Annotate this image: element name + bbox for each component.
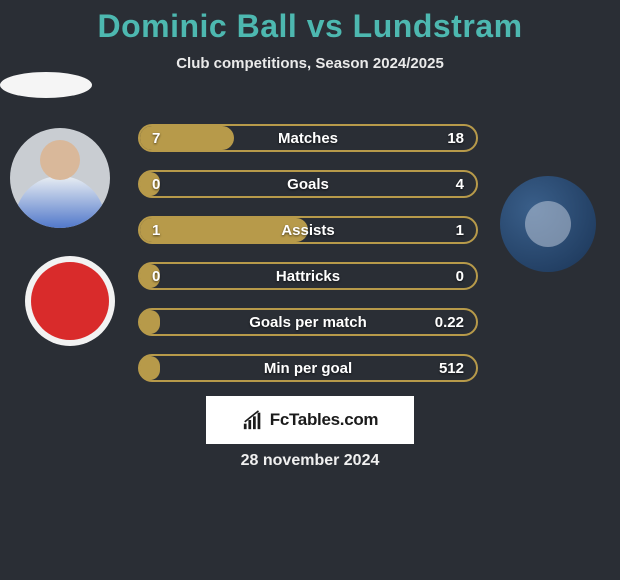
stat-row: Goals per match 0.22 (138, 308, 478, 336)
stat-fill (140, 310, 160, 334)
stats-container: 7 Matches 18 0 Goals 4 1 Assists 1 0 Hattricks 0 Goa… (138, 124, 478, 400)
club-right-badge (500, 176, 596, 272)
stat-row: 0 Hattricks 0 (138, 262, 478, 290)
stat-left-value: 1 (152, 222, 160, 239)
stat-row: Min per goal 512 (138, 354, 478, 382)
stat-label: Goals per match (249, 314, 367, 331)
stat-label: Min per goal (264, 360, 352, 377)
stat-label: Goals (287, 176, 329, 193)
stat-label: Assists (281, 222, 334, 239)
stat-row: 1 Assists 1 (138, 216, 478, 244)
fctables-icon (242, 409, 264, 431)
stat-right-value: 18 (447, 130, 464, 147)
stat-left-value: 0 (152, 268, 160, 285)
branding-text: FcTables.com (270, 410, 379, 430)
subtitle: Club competitions, Season 2024/2025 (0, 55, 620, 72)
stat-right-value: 0.22 (435, 314, 464, 331)
stat-row: 7 Matches 18 (138, 124, 478, 152)
stat-label: Matches (278, 130, 338, 147)
stat-fill (140, 356, 160, 380)
player-right-avatar (0, 72, 92, 98)
stat-right-value: 1 (456, 222, 464, 239)
stat-right-value: 512 (439, 360, 464, 377)
branding-box: FcTables.com (206, 396, 414, 444)
stat-label: Hattricks (276, 268, 340, 285)
stat-row: 0 Goals 4 (138, 170, 478, 198)
stat-right-value: 4 (456, 176, 464, 193)
stat-left-value: 0 (152, 176, 160, 193)
player-left-avatar (10, 128, 110, 228)
stat-right-value: 0 (456, 268, 464, 285)
date-label: 28 november 2024 (241, 452, 380, 470)
club-left-badge (25, 256, 115, 346)
page-title: Dominic Ball vs Lundstram (0, 0, 620, 45)
stat-left-value: 7 (152, 130, 160, 147)
